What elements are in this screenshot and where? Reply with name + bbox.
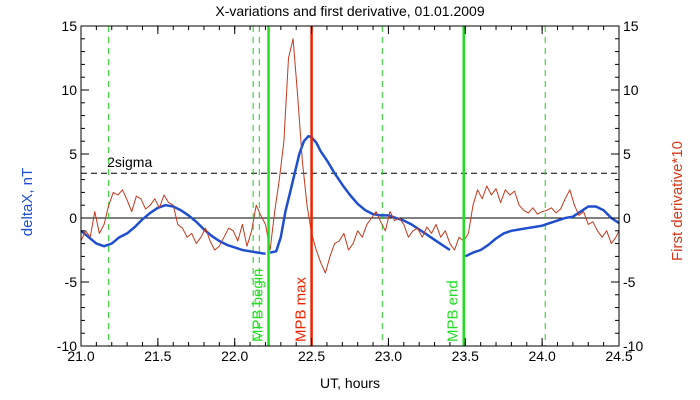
y-right-tick-label: 5 <box>623 146 631 162</box>
y-left-tick-label: -5 <box>65 274 78 290</box>
x-tick-label: 21.5 <box>144 348 171 364</box>
y-left-tick-label: 10 <box>61 82 77 98</box>
plot-frame <box>80 25 620 347</box>
y-right-tick-label: 15 <box>623 18 639 34</box>
event-label: MPB end <box>445 280 462 342</box>
event-lines: MPB begin MPB max MPB end <box>250 26 465 346</box>
x-tick-label: 23.0 <box>375 348 402 364</box>
threshold-label: 2sigma <box>107 154 152 170</box>
event-label: MPB max <box>293 276 310 342</box>
data-series <box>80 38 620 274</box>
y-right-tick-label: 10 <box>623 82 639 98</box>
deltax-series-line <box>269 134 451 254</box>
x-tick-label: 21.0 <box>67 348 94 364</box>
y-left-tick-label: 15 <box>61 18 77 34</box>
deltax-series-line <box>464 205 620 258</box>
x-tick-label: 24.0 <box>529 348 556 364</box>
y-left-tick-label: -10 <box>57 338 77 354</box>
y-right-tick-label: -10 <box>623 338 643 354</box>
x-tick-label: 22.5 <box>298 348 325 364</box>
chart-title: X-variations and first derivative, 01.01… <box>215 3 484 19</box>
y-right-tick-label: -5 <box>623 274 636 290</box>
x-tick-label: 22.0 <box>221 348 248 364</box>
axes: 21.0 21.5 22.0 22.5 23.0 23.5 24.0 24.5-10-5051… <box>57 18 644 364</box>
y-left-tick-label: 0 <box>69 210 77 226</box>
reference-lines: 2sigma <box>81 26 619 346</box>
y-axis-label-right: First derivative*10 <box>669 141 686 261</box>
x-tick-label: 24.5 <box>605 348 632 364</box>
event-label: MPB begin <box>250 269 267 342</box>
derivative-series-line <box>80 38 620 274</box>
x-tick-label: 23.5 <box>452 348 479 364</box>
y-axis-label-left: deltaX, nT <box>19 168 36 236</box>
y-left-tick-label: 5 <box>69 146 77 162</box>
y-right-tick-label: 0 <box>623 210 631 226</box>
x-axis-label: UT, hours <box>320 375 380 391</box>
